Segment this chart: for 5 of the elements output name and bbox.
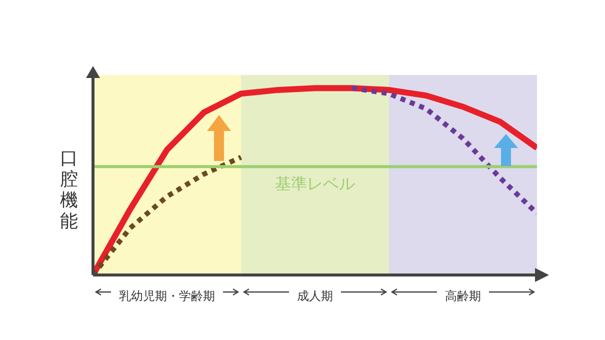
text: 乳幼児期・学齢期 [119,287,215,304]
text: 成人期 [297,287,333,304]
y-axis-title: 口腔機能 [59,148,79,232]
ref-line-label: 基準レベル [275,172,355,194]
text: 高齢期 [445,287,481,304]
